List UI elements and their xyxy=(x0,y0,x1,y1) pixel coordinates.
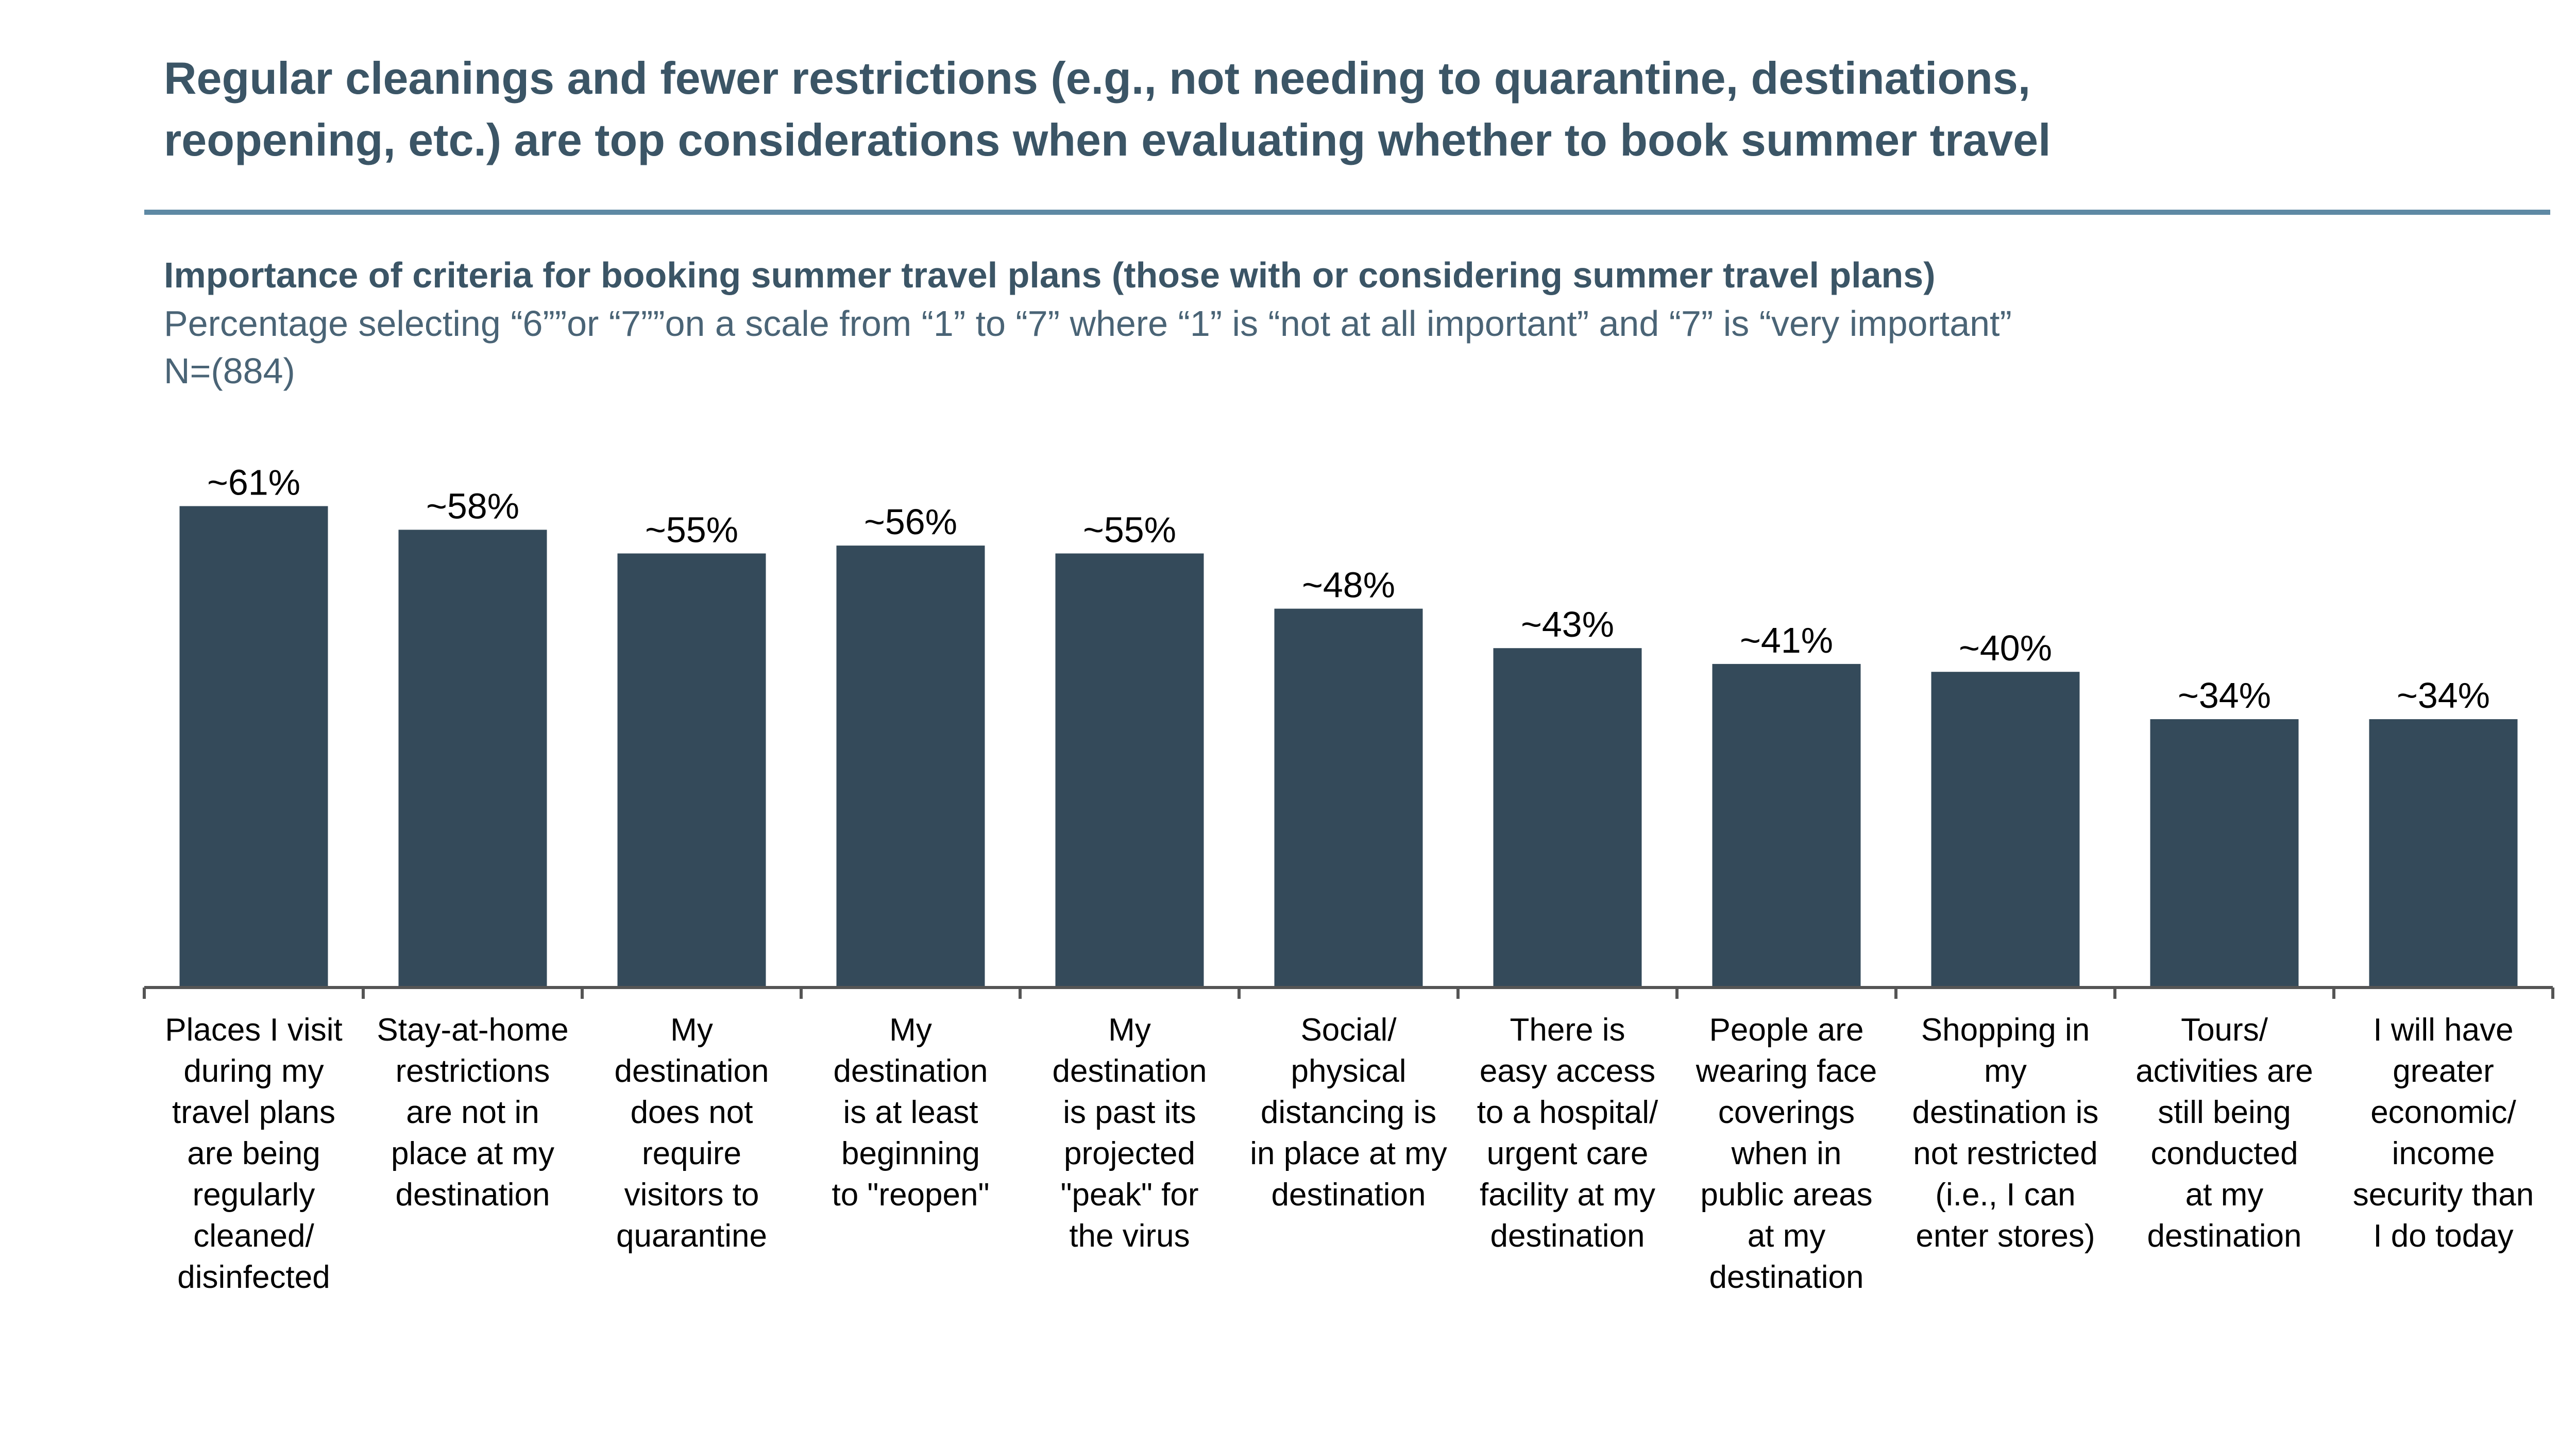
bar-11 xyxy=(2369,719,2518,988)
bars-layer xyxy=(179,506,2518,988)
x-axis xyxy=(143,986,2554,999)
category-label-9: Shopping in my destination is not restri… xyxy=(1912,1012,2099,1254)
bar-8 xyxy=(1712,663,1861,988)
category-label-8: People are wearing face coverings when i… xyxy=(1696,1012,1877,1295)
bar-value-label-11: ~34% xyxy=(2397,675,2490,716)
bar-7 xyxy=(1493,648,1642,988)
category-label-3: My destination does not require visitors… xyxy=(614,1012,769,1254)
value-labels-layer: ~61% ~58% ~55% ~56% ~55% ~48% ~43% ~41% ~40% ~34%… xyxy=(207,463,2490,716)
bar-value-label-4: ~56% xyxy=(864,502,957,542)
bar-value-label-3: ~55% xyxy=(645,509,738,550)
bar-4 xyxy=(836,546,985,988)
bar-5 xyxy=(1055,553,1204,988)
bar-3 xyxy=(617,553,766,988)
category-label-6: Social/ physical distancing is in place … xyxy=(1250,1012,1447,1213)
bar-10 xyxy=(2150,719,2299,988)
sample-size: N=(884) xyxy=(164,351,295,391)
bar-9 xyxy=(1931,672,2080,988)
headline-line-2: reopening, etc.) are top considerations … xyxy=(164,114,2051,165)
headline-divider xyxy=(144,210,2550,215)
category-label-5: My destination is past its projected "pe… xyxy=(1052,1012,1207,1254)
category-label-11: I will have greater economic/ income sec… xyxy=(2352,1012,2534,1254)
category-label-7: There is easy access to a hospital/ urge… xyxy=(1477,1012,1658,1254)
chart-title: Importance of criteria for booking summe… xyxy=(164,255,1936,295)
bar-1 xyxy=(179,506,328,988)
bar-6 xyxy=(1274,608,1423,988)
headline-line-1: Regular cleanings and fewer restrictions… xyxy=(164,53,2031,104)
bar-value-label-1: ~61% xyxy=(207,463,300,503)
page-headline: Regular cleanings and fewer restrictions… xyxy=(164,47,2534,171)
category-label-4: My destination is at least beginning to … xyxy=(832,1012,990,1213)
bar-value-label-10: ~34% xyxy=(2178,675,2271,716)
bar-value-label-7: ~43% xyxy=(1521,604,1614,644)
category-label-1: Places I visit during my travel plans ar… xyxy=(165,1012,343,1295)
bar-value-label-6: ~48% xyxy=(1302,565,1395,605)
bar-value-label-2: ~58% xyxy=(426,486,519,526)
bar-value-label-5: ~55% xyxy=(1083,509,1176,550)
category-label-2: Stay-at-home restrictions are not in pla… xyxy=(377,1012,569,1213)
bar-2 xyxy=(398,530,547,988)
bar-value-label-9: ~40% xyxy=(1959,628,2052,668)
chart-subtitle: Percentage selecting “6””or “7””on a sca… xyxy=(164,303,2012,344)
bar-value-label-8: ~41% xyxy=(1740,620,1833,660)
category-label-10: Tours/ activities are still being conduc… xyxy=(2136,1012,2313,1254)
